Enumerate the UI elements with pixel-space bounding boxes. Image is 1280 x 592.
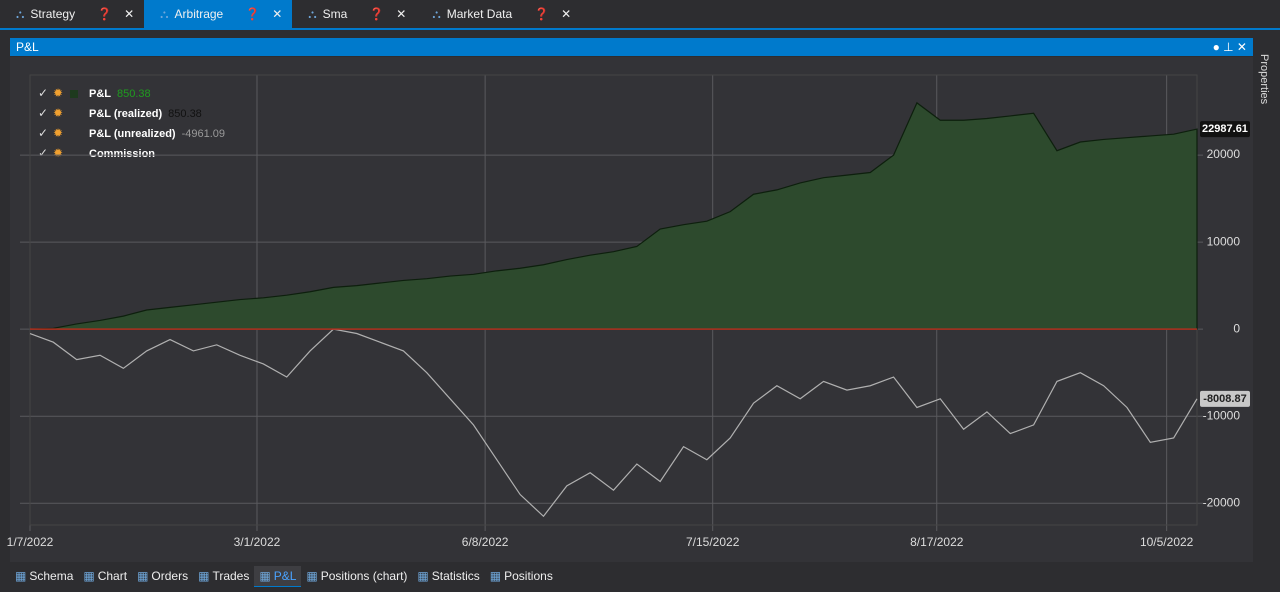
legend-check[interactable]: ✓ bbox=[38, 106, 48, 120]
panel-controls[interactable]: ● ⊥ ✕ bbox=[1212, 40, 1247, 54]
bottom-tab-label: Chart bbox=[97, 569, 128, 583]
tab-close[interactable]: ✕ bbox=[561, 7, 572, 21]
bottom-tab-icon: ▦ bbox=[259, 569, 271, 583]
bottom-tab-icon: ▦ bbox=[137, 569, 149, 583]
panel-title: P&L bbox=[16, 40, 39, 54]
side-panel[interactable]: Properties bbox=[1258, 34, 1280, 154]
bottom-tab-label: Positions (chart) bbox=[320, 569, 408, 583]
tab-help: ❓ bbox=[534, 7, 550, 21]
y-tick-label: 10000 bbox=[1207, 234, 1241, 248]
panel-header: P&L ● ⊥ ✕ bbox=[10, 38, 1253, 56]
legend-check[interactable]: ✓ bbox=[38, 86, 48, 100]
bottom-tab-strip: ▦ Schema ▦ Chart ▦ Orders ▦ Trades ▦ P&L ▦ Position… bbox=[10, 566, 558, 587]
tab[interactable]: ⛬ Market Data ❓ ✕ bbox=[416, 0, 581, 28]
legend: ✓ ✹ P&L 850.38 ✓ ✹ P&L (realized) 850.38 ✓ ✹ P&L (… bbox=[38, 86, 225, 160]
tab-icon: ⛬ bbox=[432, 6, 441, 21]
y-tick-label: -20000 bbox=[1203, 495, 1241, 509]
bottom-tab[interactable]: ▦ Schema bbox=[10, 566, 78, 586]
tab-help: ❓ bbox=[369, 7, 385, 21]
bottom-tab[interactable]: ▦ Statistics bbox=[412, 566, 484, 586]
legend-check[interactable]: ✓ bbox=[38, 126, 48, 140]
x-tick-label: 1/7/2022 bbox=[7, 535, 54, 549]
tab-label: Arbitrage bbox=[174, 7, 224, 21]
tab-label: Market Data bbox=[446, 7, 513, 21]
x-tick-label: 8/17/2022 bbox=[910, 535, 964, 549]
side-panel-label[interactable]: Properties bbox=[1258, 54, 1270, 105]
bottom-tab-icon: ▦ bbox=[198, 569, 210, 583]
last-value-box bbox=[1200, 390, 1250, 407]
bottom-tab-label: Statistics bbox=[431, 569, 480, 583]
bottom-tab[interactable]: ▦ Positions (chart) bbox=[301, 566, 412, 586]
tab-icon: ⛬ bbox=[16, 6, 25, 21]
bottom-tab-label: Orders bbox=[151, 569, 189, 583]
legend-name: P&L (unrealized) bbox=[89, 128, 176, 140]
x-tick-label: 6/8/2022 bbox=[462, 535, 509, 549]
y-tick-label: 0 bbox=[1233, 321, 1240, 335]
x-tick-label: 3/1/2022 bbox=[234, 535, 281, 549]
last-value-box bbox=[1200, 121, 1250, 138]
bottom-tab[interactable]: ▦ Positions bbox=[485, 566, 558, 586]
bottom-tab-icon: ▦ bbox=[306, 569, 318, 583]
bottom-tab-icon: ▦ bbox=[83, 569, 95, 583]
bottom-tab-label: Positions bbox=[504, 569, 553, 583]
x-tick-label: 7/15/2022 bbox=[686, 535, 740, 549]
tab-close[interactable]: ✕ bbox=[124, 7, 135, 21]
line bbox=[29, 328, 1198, 518]
chart: ✓ ✹ P&L 850.38 ✓ ✹ P&L (realized) 850.38 ✓ ✹ P&L (… bbox=[6, 74, 1250, 550]
legend-value: 850.38 bbox=[168, 108, 202, 120]
tab-help: ❓ bbox=[245, 7, 261, 21]
bottom-tab-label: Trades bbox=[212, 569, 250, 583]
tab-help: ❓ bbox=[97, 7, 113, 21]
tab-icon: ⛬ bbox=[308, 6, 317, 21]
legend-gear[interactable]: ✹ bbox=[53, 146, 63, 160]
bottom-tab[interactable]: ▦ Orders bbox=[132, 566, 193, 586]
legend-name: Commission bbox=[89, 148, 155, 160]
bottom-tab-icon: ▦ bbox=[417, 569, 429, 583]
legend-name: P&L (realized) bbox=[89, 108, 162, 120]
tab[interactable]: ⛬ Strategy ❓ ✕ bbox=[0, 0, 144, 28]
tab[interactable]: ⛬ Sma ❓ ✕ bbox=[292, 0, 416, 28]
y-tick-label: 20000 bbox=[1207, 147, 1241, 161]
x-tick-label: 10/5/2022 bbox=[1140, 535, 1194, 549]
legend-name: P&L bbox=[89, 88, 111, 100]
tab-strip: ⛬ Strategy ❓ ✕ ⛬ Arbitrage ❓ ✕ ⛬ Sma ❓ ✕ ⛬ Market Dat… bbox=[0, 0, 1280, 30]
legend-gear[interactable]: ✹ bbox=[53, 106, 63, 120]
legend-value: -4961.09 bbox=[182, 128, 225, 140]
tab-close[interactable]: ✕ bbox=[396, 7, 407, 21]
last-value-label: 22987.61 bbox=[1202, 123, 1248, 135]
y-tick-label: -10000 bbox=[1203, 408, 1241, 422]
last-value-label: -8008.87 bbox=[1203, 393, 1246, 405]
bottom-tab[interactable]: ▦ P&L bbox=[254, 566, 302, 587]
bottom-tab-icon: ▦ bbox=[489, 569, 502, 583]
legend-gear[interactable]: ✹ bbox=[53, 126, 63, 140]
bottom-tab-icon: ▦ bbox=[15, 569, 27, 583]
bottom-tab-label: Schema bbox=[29, 569, 74, 583]
bottom-tab[interactable]: ▦ Trades bbox=[193, 566, 254, 586]
legend-check[interactable]: ✓ bbox=[38, 146, 48, 160]
area bbox=[29, 101, 1198, 330]
legend-value: 850.38 bbox=[117, 88, 151, 100]
bottom-tab-label: P&L bbox=[273, 569, 297, 583]
tab-label: Strategy bbox=[30, 7, 76, 21]
bottom-tab[interactable]: ▦ Chart bbox=[78, 566, 132, 586]
legend-swatch bbox=[70, 90, 78, 98]
tab[interactable]: ⛬ Arbitrage ❓ ✕ bbox=[144, 0, 293, 28]
tab-label: Sma bbox=[322, 7, 348, 21]
legend-gear[interactable]: ✹ bbox=[53, 86, 63, 100]
tab-icon: ⛬ bbox=[160, 6, 169, 21]
tab-close[interactable]: ✕ bbox=[272, 7, 283, 21]
